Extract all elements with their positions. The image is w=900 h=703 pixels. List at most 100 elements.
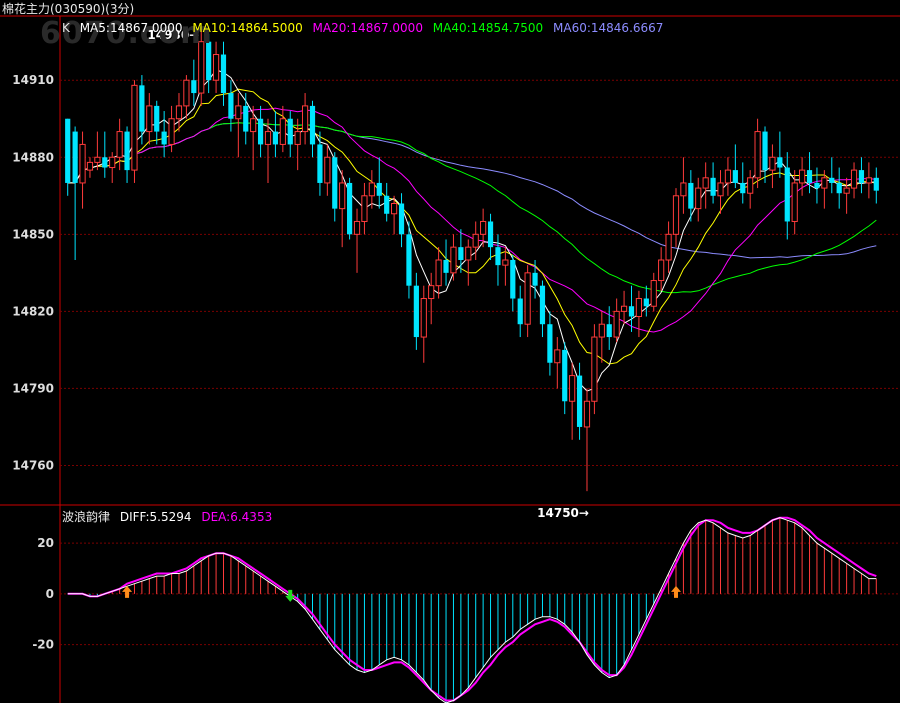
candle-body-down [72,131,78,183]
candle-body-up [635,298,643,318]
high-annotation: 14930→ [147,28,199,42]
candle-body-down [487,221,494,248]
legend-ma5: MA5:14867.0000 [79,21,183,35]
candle-body-up [198,41,205,94]
candle-body-down [777,157,783,168]
candle-body-down [732,170,738,183]
candle-body-down [643,298,649,307]
candle-body-up [175,105,183,120]
candle-body-down [628,306,635,317]
candle-body-down [317,144,323,183]
candle-body-down [309,105,316,145]
candle-body-down [398,203,405,235]
candle-body-up [472,233,479,248]
candle-body-up [591,336,598,402]
candle-body-up [168,118,175,145]
candle-body-down [710,177,716,196]
candle-body-down [139,85,145,132]
candle-body-down [606,324,612,338]
buy-signal-arrow [671,585,681,598]
candle-body-up [658,259,665,282]
legend-ma60: MA60:14846.6667 [553,21,664,35]
candle-body-down [272,131,279,145]
low-annotation: 14750→ [537,506,589,520]
candle-body-down [873,177,879,191]
diff-line [67,517,877,703]
candle-body-down [384,195,390,214]
candle-body-up [791,182,798,222]
candle-body-up [361,195,368,222]
candle-body-down [458,247,464,260]
candle-body-up [339,182,346,210]
candle-body-up [502,259,509,266]
candle-body-up [865,177,872,184]
candle-body-down [547,324,553,363]
legend-dea: DEA:6.4353 [201,510,273,524]
candle-body-down [154,105,160,132]
candle-body-up [79,143,86,184]
candle-body-up [569,375,576,402]
candle-body-down [228,93,234,119]
candle-body-up [554,349,561,364]
candle-body-up [146,105,153,133]
candle-body-up [695,187,702,210]
candle-body-up [450,246,457,274]
candle-body-down [443,260,449,273]
candle-body-up [672,195,680,235]
candle-body-down [65,118,71,183]
candle-body-up [131,84,138,171]
price-tick-label: 14760 [12,458,54,472]
candle-body-down [102,157,108,168]
candle-body-up [598,323,605,338]
candle-body-down [762,131,768,171]
candle-body-down [495,247,501,266]
price-tick-label: 14790 [12,381,54,395]
candle-body-up [747,177,754,194]
candle-body-down [406,234,412,286]
candle-body-up [583,400,591,428]
ma10-line [67,88,877,365]
candle-body-up [353,220,361,235]
candle-body-up [465,246,472,261]
k-label: K [62,21,70,35]
candle-body-up [680,182,687,197]
candle-body-down [814,182,820,189]
candle-body-down [161,131,167,145]
candle-body-down [206,41,212,81]
candle-body-down [287,118,293,145]
sell-signal-arrow [285,589,296,602]
candle-body-up [769,156,776,171]
candle-body-down [836,182,842,194]
candle-body-down [784,167,790,222]
candle-body-up [420,298,427,338]
candle-body-up [86,161,94,171]
candle-body-down [688,182,694,209]
candle-body-down [858,170,865,183]
indicator-tick-label: -20 [32,638,54,652]
candle-body-up [279,118,286,145]
candle-body-up [850,169,858,189]
indicator-legend: 波浪韵律 DIFF:5.5294 DEA:6.4353 [62,508,278,525]
buy-signal-arrow [122,585,133,598]
candle-body-up [480,220,487,235]
candle-body-up [754,131,761,179]
candle-body-down [829,177,835,183]
candle-body-up [301,105,309,133]
candle-body-down [576,375,583,427]
candle-body-up [650,280,657,307]
price-tick-label: 14910 [12,73,54,87]
candle-body-down [243,105,249,132]
candle-body-down [532,272,538,286]
candle-body-up [212,54,220,81]
candle-body-up [524,272,531,325]
price-tick-label: 14850 [12,227,54,241]
legend-ma10: MA10:14864.5000 [192,21,303,35]
candle-body-up [717,182,724,197]
ma20-line [67,107,877,333]
chart-title: 棉花主力(030590)(3分) [2,2,135,16]
candle-body-down [562,349,568,402]
legend-ma40: MA40:14854.7500 [432,21,544,35]
candle-body-down [539,285,546,325]
candle-body-down [347,182,353,235]
candle-body-down [806,170,813,183]
